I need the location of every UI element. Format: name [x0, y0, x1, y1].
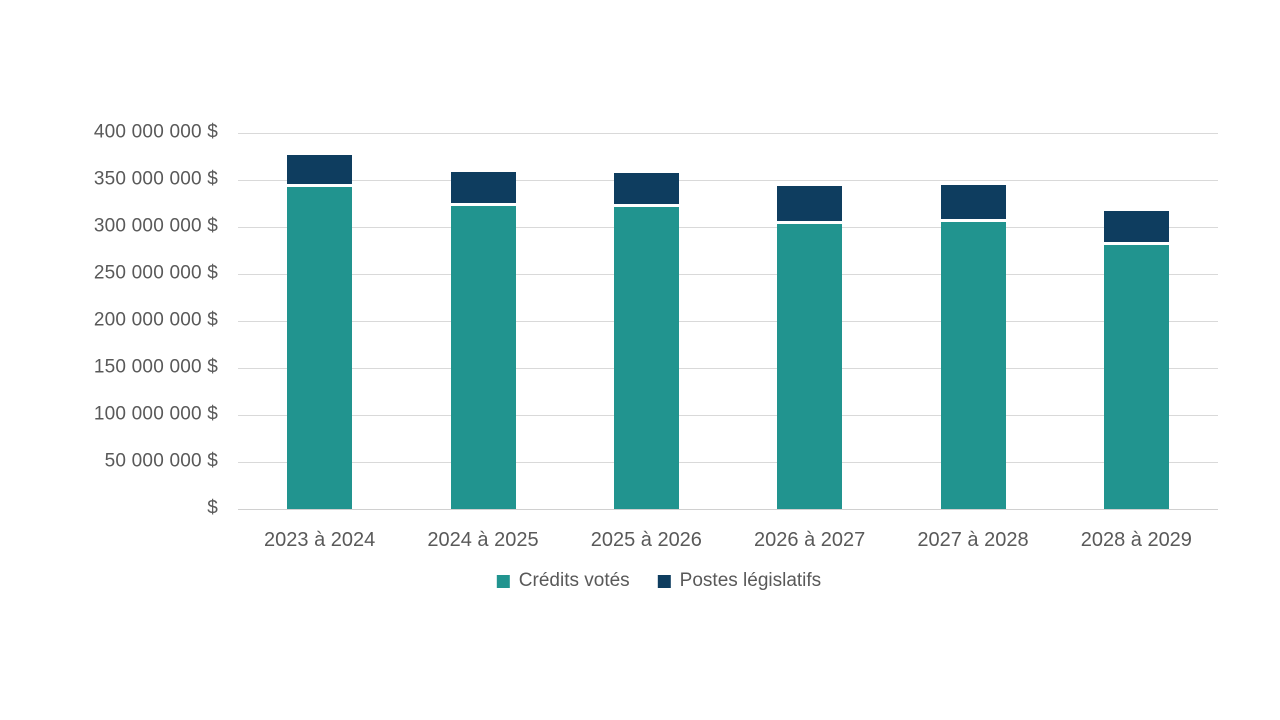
y-axis-tick-label: 200 000 000 $: [93, 309, 218, 331]
legend: Crédits votés Postes législatifs: [496, 570, 822, 592]
y-axis-tick-label: 300 000 000 $: [93, 215, 218, 237]
y-axis-tick-label: 50 000 000 $: [104, 450, 218, 472]
bar-segment-credits-votes: [450, 206, 516, 509]
legend-label: Crédits votés: [518, 570, 630, 591]
bar-segment-credits-votes: [1103, 244, 1169, 509]
bar-segment-postes-legislatifs: [1103, 211, 1169, 245]
y-gridline: [238, 321, 1218, 322]
bar-segment-postes-legislatifs: [450, 171, 516, 207]
y-gridline: [238, 462, 1218, 463]
y-axis-tick-label: 250 000 000 $: [93, 262, 218, 284]
x-axis-category-label: 2028 à 2029: [1080, 529, 1192, 551]
y-axis-tick-label: 100 000 000 $: [93, 403, 218, 425]
y-gridline: [238, 180, 1218, 181]
bar-segment-credits-votes: [613, 207, 679, 509]
y-axis-tick-label: 150 000 000 $: [93, 356, 218, 378]
bar-segment-postes-legislatifs: [777, 185, 843, 225]
x-axis-category-label: 2026 à 2027: [754, 529, 866, 551]
y-gridline: [238, 368, 1218, 369]
y-gridline: [238, 227, 1218, 228]
bar-segment-postes-legislatifs: [613, 173, 679, 208]
y-axis-tick-label: 400 000 000 $: [93, 121, 218, 143]
y-gridline: [238, 415, 1218, 416]
x-axis-line: [238, 509, 1218, 510]
bar-segment-postes-legislatifs: [287, 154, 353, 187]
legend-swatch-icon: [657, 574, 671, 588]
y-gridline: [238, 133, 1218, 134]
legend-item: Postes législatifs: [657, 570, 822, 592]
legend-item: Crédits votés: [496, 570, 630, 592]
y-gridline: [238, 274, 1218, 275]
bar-segment-credits-votes: [287, 186, 353, 509]
bar-segment-credits-votes: [940, 222, 1006, 509]
x-axis-category-label: 2023 à 2024: [264, 529, 376, 551]
legend-label: Postes législatifs: [679, 570, 822, 591]
bar-segment-postes-legislatifs: [940, 184, 1006, 223]
x-axis-category-label: 2024 à 2025: [427, 529, 539, 551]
legend-swatch-icon: [496, 574, 510, 588]
y-axis-tick-label: 350 000 000 $: [93, 168, 218, 190]
x-axis-category-label: 2027 à 2028: [917, 529, 1029, 551]
y-axis-tick-label: $: [207, 497, 218, 519]
x-axis-category-label: 2025 à 2026: [590, 529, 702, 551]
bar-segment-credits-votes: [777, 224, 843, 509]
